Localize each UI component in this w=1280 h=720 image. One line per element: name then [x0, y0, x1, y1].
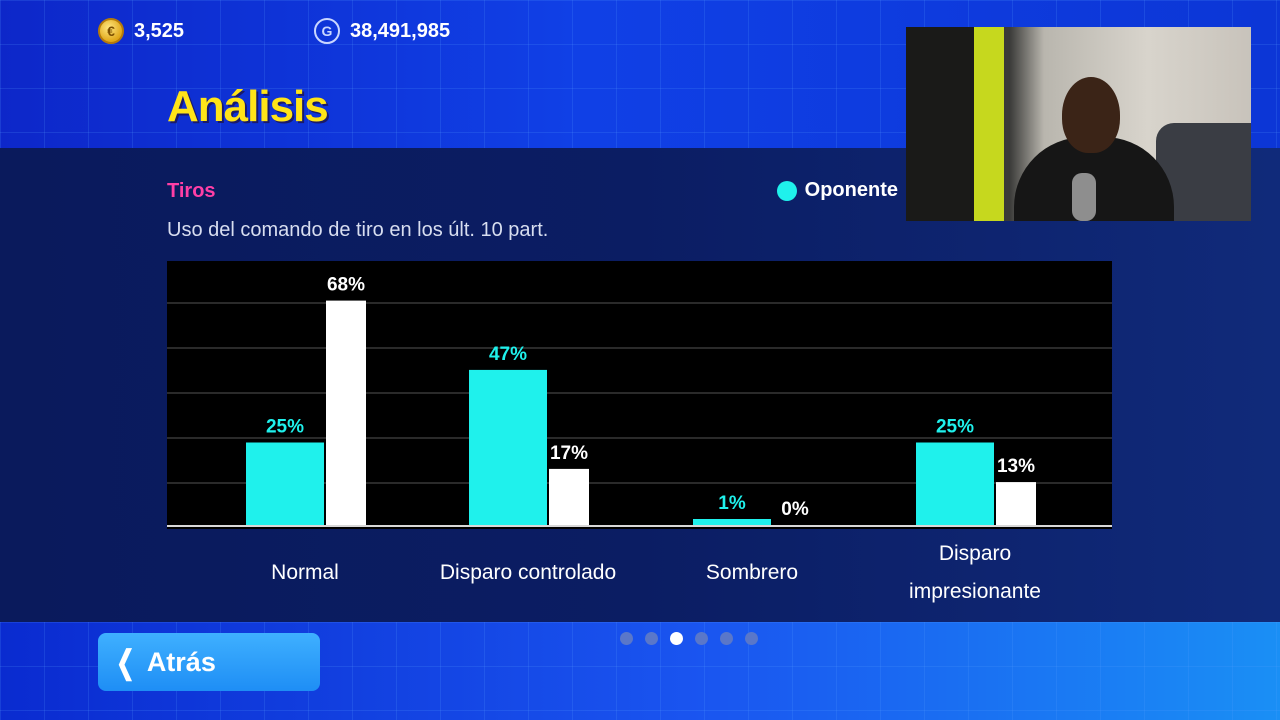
category-label-2: Sombrero — [642, 554, 862, 592]
coin-icon: € — [98, 18, 124, 44]
legend-label-opponent: Oponente — [804, 179, 898, 201]
shots-bar-chart: 25% 68% 47% 17% 1% 0% 25% 13% — [167, 261, 1112, 529]
category-label-line: Disparo — [938, 542, 1012, 565]
data-label-self-2: 0% — [781, 499, 809, 520]
legend-dot-opponent — [776, 180, 797, 201]
pagination-dot-1[interactable] — [645, 632, 658, 645]
bar-self-1 — [549, 468, 589, 525]
chart-canvas: 25% 68% 47% 17% 1% 0% 25% 13% — [167, 275, 1112, 527]
bar-opponent-0 — [246, 442, 324, 525]
webcam-overlay — [906, 27, 1251, 221]
gp-counter: G 38,491,985 — [314, 16, 450, 46]
coins-value: 3,525 — [134, 19, 185, 42]
data-label-self-1: 17% — [550, 443, 588, 464]
section-label: Tiros — [167, 180, 216, 202]
category-label-line: Normal — [271, 561, 339, 584]
coins-counter: € 3,525 — [98, 16, 184, 46]
chevron-left-icon: ❮ — [116, 644, 135, 680]
back-button[interactable]: ❮ Atrás — [98, 633, 320, 691]
pagination-dot-5[interactable] — [745, 632, 758, 645]
gp-value: 38,491,985 — [350, 19, 451, 42]
pagination-dot-0[interactable] — [620, 632, 633, 645]
category-label-line: impresionante — [909, 580, 1041, 603]
page-title: Análisis — [167, 82, 329, 131]
category-label-3: Disparo impresionante — [865, 535, 1085, 611]
back-button-label: Atrás — [146, 646, 216, 677]
pagination-dot-2[interactable] — [670, 632, 683, 645]
category-label-0: Normal — [195, 554, 415, 592]
data-label-opponent-2: 1% — [718, 493, 746, 514]
data-label-self-3: 13% — [997, 456, 1035, 477]
bar-self-0 — [326, 300, 366, 525]
data-label-opponent-1: 47% — [489, 344, 527, 365]
chart-legend: Oponente — [776, 179, 898, 202]
bar-self-3 — [996, 482, 1036, 525]
bar-opponent-1 — [469, 369, 547, 525]
category-label-line: Sombrero — [705, 561, 799, 584]
data-label-opponent-0: 25% — [266, 417, 304, 438]
bar-opponent-2 — [693, 519, 771, 525]
category-label-1: Disparo controlado — [418, 554, 638, 592]
pagination-dot-3[interactable] — [695, 632, 708, 645]
category-label-line: Disparo controlado — [439, 561, 617, 584]
bar-opponent-3 — [916, 442, 994, 525]
gp-icon: G — [314, 18, 340, 44]
pagination-dot-4[interactable] — [720, 632, 733, 645]
pagination-dots — [620, 632, 758, 645]
data-label-self-0: 68% — [327, 275, 365, 296]
section-subtitle: Uso del comando de tiro en los últ. 10 p… — [167, 219, 549, 241]
data-label-opponent-3: 25% — [936, 417, 974, 438]
